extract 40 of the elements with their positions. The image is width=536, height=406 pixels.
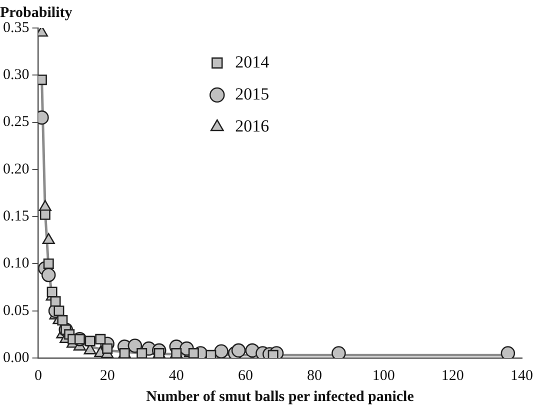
y-tick-label: 0.15 [3, 208, 30, 225]
point [95, 334, 106, 344]
point [136, 348, 148, 358]
y-tick-label: 0.25 [3, 114, 30, 130]
x-tick-label: 100 [372, 368, 395, 384]
point [102, 343, 113, 354]
point [188, 348, 199, 358]
y-tick-label: 0.05 [3, 302, 30, 319]
y-tick-label: 0.30 [3, 67, 30, 84]
point [40, 209, 50, 220]
x-tick-label: 140 [510, 368, 533, 384]
point [206, 350, 216, 358]
y-axis-title: Probability [0, 4, 73, 21]
point [57, 315, 68, 326]
x-tick-label: 0 [34, 368, 42, 384]
point [84, 336, 96, 346]
point [500, 346, 516, 358]
y-tick-label: 0.20 [3, 161, 30, 178]
point [54, 306, 64, 316]
y-tick-label: 0.10 [3, 256, 30, 272]
y-tick-label: 0.35 [3, 20, 30, 36]
point [42, 232, 55, 244]
point [41, 268, 56, 282]
x-tick-label: 40 [168, 368, 184, 384]
y-tick-label: 0.00 [3, 350, 30, 366]
x-tick-label: 120 [441, 368, 464, 384]
point [50, 296, 61, 307]
legend-label: 2015 [235, 84, 270, 104]
x-tick-label: 60 [238, 368, 253, 384]
x-axis-title: Number of smut balls per infected panicle [146, 388, 414, 405]
point [332, 346, 346, 358]
point [214, 344, 228, 358]
legend-label: 2014 [235, 52, 270, 72]
point [46, 286, 58, 298]
x-tick-label: 80 [307, 368, 322, 384]
legend-label: 2016 [235, 116, 270, 136]
point [268, 350, 278, 358]
x-tick-label: 20 [100, 368, 115, 384]
point [43, 258, 54, 269]
point [231, 343, 246, 358]
